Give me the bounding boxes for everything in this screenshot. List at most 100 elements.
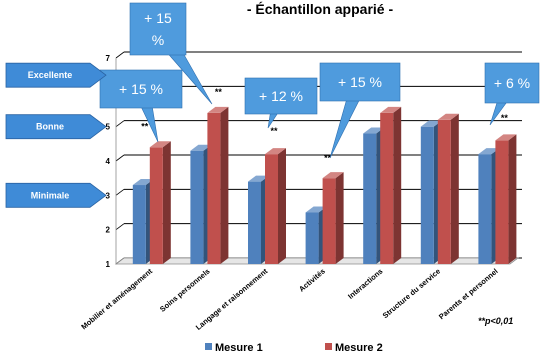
gridline-side (115, 120, 125, 127)
x-tick-label: Soins personnels (158, 267, 212, 314)
bar-front (478, 154, 492, 264)
callout: + 15% (129, 2, 213, 105)
x-tick-label: Activités (297, 267, 327, 294)
bar-front (207, 112, 221, 264)
legend: Mesure 1 Mesure 2 (205, 342, 383, 354)
bar-front (132, 185, 146, 264)
callout-label: + 6 % (494, 75, 530, 91)
legend-item: Mesure 1 (205, 342, 263, 354)
y-tick-label: 3 (106, 191, 111, 200)
gridline-side (115, 189, 125, 196)
bar (380, 106, 402, 264)
bar-top (190, 144, 212, 151)
bar-top (248, 175, 269, 182)
bar-front (305, 212, 319, 264)
legend-swatch (205, 343, 212, 350)
level-arrows: Excellente Bonne Minimale (5, 62, 107, 208)
callout: + 15 % (319, 62, 401, 159)
bar (495, 134, 517, 264)
x-axis-ticks: Mobilier et aménagement Soins personnelsL… (79, 266, 499, 332)
level-arrow-shape (5, 114, 107, 140)
legend-label: Mesure 1 (215, 342, 263, 354)
bar-front (363, 133, 377, 264)
significance-note: **p<0,01 (478, 316, 513, 326)
level-arrow: Minimale (5, 182, 107, 208)
x-tick-label: Interactions (346, 267, 384, 301)
callout-box (244, 77, 318, 115)
y-tick-label: 7 (106, 54, 111, 63)
bar (437, 113, 459, 264)
callout-box (319, 62, 401, 102)
bar-front (495, 140, 509, 264)
significance-mark: ** (141, 121, 149, 131)
callout-box (484, 62, 540, 104)
level-arrow: Bonne (5, 114, 107, 140)
x-tick-label: Structure du service (381, 267, 442, 321)
chart-title: - Échantillon apparié - (247, 1, 394, 17)
bar-top (437, 113, 459, 120)
y-tick-label: 5 (106, 123, 111, 132)
callout: + 6 % (484, 62, 540, 126)
bar (322, 172, 344, 264)
bar-top (132, 179, 154, 186)
callout-label: + 12 % (259, 88, 303, 104)
callout-label: % (152, 32, 164, 48)
legend-label: Mesure 2 (335, 342, 383, 354)
bar (132, 179, 154, 264)
gridline-side (115, 223, 125, 230)
bar-front (322, 178, 336, 264)
bar (265, 148, 286, 264)
callout-label: + 15 % (338, 74, 382, 90)
level-arrow-shape (5, 182, 107, 208)
x-tick-label: Mobilier et aménagement (79, 266, 154, 331)
bar-top (265, 148, 286, 155)
y-tick-label: 1 (106, 260, 111, 269)
bar-front (265, 154, 278, 264)
bar-top (149, 141, 171, 148)
callout-label: + 15 (144, 10, 172, 26)
bar-top (478, 148, 500, 155)
gridline-side (115, 154, 125, 162)
callouts: + 15 %+ 15%+ 12 %+ 15 % + 6 % (99, 2, 540, 159)
bar-side (162, 141, 171, 264)
y-tick-label: 4 (106, 157, 111, 166)
significance-mark: ** (501, 113, 509, 123)
bar-top (363, 127, 385, 134)
level-arrow-label: Minimale (31, 190, 70, 200)
significance-mark: ** (324, 153, 332, 163)
x-tick-label: Parents et personnel (437, 267, 500, 322)
significance-mark: ** (270, 126, 278, 136)
legend-item: Mesure 2 (325, 342, 383, 354)
level-arrow: Excellente (5, 62, 107, 88)
bar-side (335, 172, 344, 264)
y-tick-label: 2 (106, 226, 111, 235)
significance-mark: ** (215, 87, 223, 97)
bar (149, 141, 171, 264)
bar (207, 106, 229, 264)
bar-top (420, 120, 442, 127)
level-arrow-shape (5, 62, 107, 88)
significance-marks: ** ** ** ** ** (141, 87, 508, 163)
bar-front (149, 147, 163, 264)
bar-top (380, 106, 402, 113)
bar-side (450, 113, 459, 264)
level-arrow-label: Excellente (28, 70, 73, 80)
bar-top (305, 206, 327, 213)
callout: + 15 % (99, 69, 183, 143)
bars (132, 106, 517, 265)
bar-side (220, 106, 229, 264)
bar-side (393, 106, 402, 264)
bar-front (248, 181, 261, 264)
callout-box (129, 2, 187, 56)
bar-side (278, 148, 286, 264)
bar-front (437, 119, 451, 264)
bar-top (322, 172, 344, 179)
gridline-side (115, 51, 125, 59)
callout-box (99, 69, 183, 109)
level-arrow-label: Bonne (36, 122, 64, 132)
callout: + 12 % (244, 77, 318, 129)
bar-side (508, 134, 517, 264)
legend-swatch (325, 343, 332, 350)
bar-front (420, 126, 434, 265)
